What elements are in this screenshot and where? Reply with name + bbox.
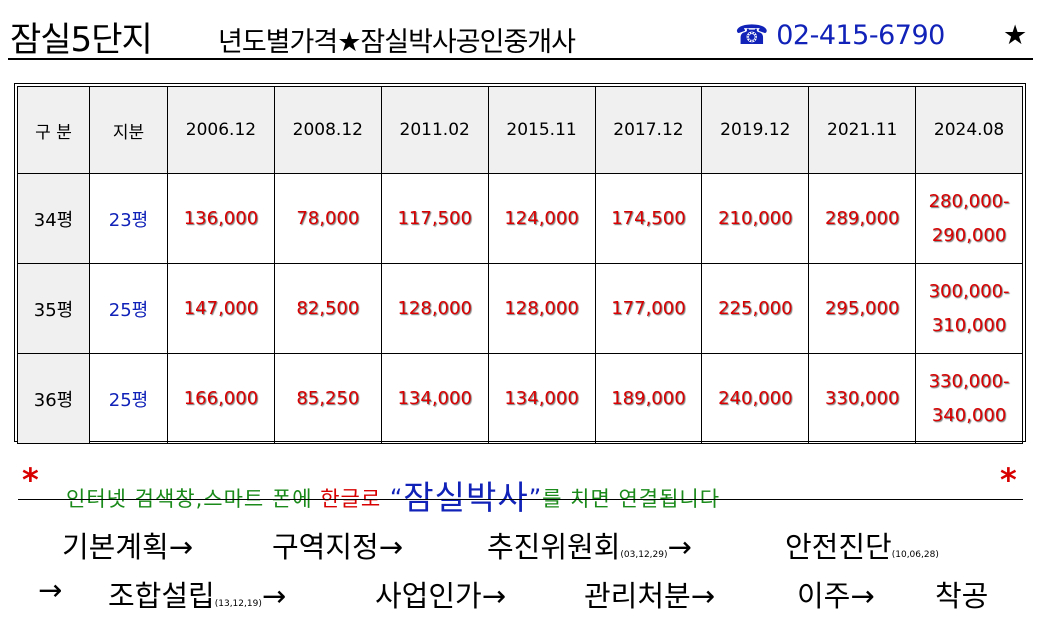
price-cell: 78,000 [273, 173, 382, 264]
table-header-row: 구 분 지분 2006.12 2008.12 2011.02 2015.11 2… [17, 86, 1023, 174]
price-range-high: 340,000 [931, 404, 1007, 426]
price-range-low: 280,000- [928, 190, 1010, 212]
step: 기본계획→ [62, 530, 194, 564]
step: 조합설립(13,12,19)→ [108, 573, 286, 615]
asterisk-icon: * [1000, 461, 1017, 499]
price-cell: 117,500 [380, 173, 489, 264]
date-header: 2011.02 [380, 86, 489, 174]
step-label: 조합설립 [108, 579, 215, 613]
share-header: 지분 [89, 86, 168, 174]
header-divider [8, 58, 1033, 60]
share-cell: 25평 [89, 263, 168, 354]
price-cell: 295,000 [808, 263, 917, 354]
price-range-low: 330,000- [928, 370, 1010, 392]
share-cell: 25평 [89, 353, 168, 444]
step: 착공 [935, 579, 989, 613]
step: 이주→ [797, 579, 875, 613]
latest-price-cell: 300,000- 310,000 [915, 263, 1023, 354]
asterisk-icon: * [22, 461, 39, 499]
notice-divider [18, 499, 1023, 500]
price-range-high: 310,000 [931, 314, 1007, 336]
page-header: 잠실5단지 년도별가격★잠실박사공인중개사 ☎ 02-415-6790 ★ [8, 8, 1033, 60]
price-cell: 128,000 [487, 263, 596, 354]
price-cell: 289,000 [808, 173, 917, 264]
step: 안전진단(10,06,28) [785, 524, 939, 566]
close-quote: ” [528, 484, 543, 512]
table-row: 34평 23평 136,000 78,000 117,500 124,000 1… [17, 173, 1023, 264]
step-date: (10,06,28) [891, 550, 939, 560]
size-cell: 35평 [17, 263, 90, 354]
price-cell: 124,000 [487, 173, 596, 264]
price-cell: 225,000 [701, 263, 810, 354]
price-table-frame: 구 분 지분 2006.12 2008.12 2011.02 2015.11 2… [14, 83, 1026, 444]
step-date: (03,12,29) [620, 550, 668, 560]
step-label: 안전진단 [785, 530, 892, 564]
price-cell: 134,000 [487, 353, 596, 444]
price-range-high: 290,000 [931, 224, 1007, 246]
price-cell: 147,000 [167, 263, 275, 354]
search-keyword[interactable]: 잠실박사 [403, 478, 529, 517]
price-table: 구 분 지분 2006.12 2008.12 2011.02 2015.11 2… [17, 86, 1023, 444]
date-header: 2017.12 [594, 86, 703, 174]
price-cell: 166,000 [167, 353, 275, 444]
price-cell: 82,500 [273, 263, 382, 354]
table-row: 35평 25평 147,000 82,500 128,000 128,000 1… [17, 263, 1023, 354]
size-cell: 34평 [17, 173, 90, 264]
price-cell: 174,500 [594, 173, 703, 264]
table-row: 36평 25평 166,000 85,250 134,000 134,000 1… [17, 353, 1023, 444]
page-title: 잠실5단지 [10, 20, 153, 60]
notice-text: 인터넷 검색창,스마트 폰에 한글로 “잠실박사”를 치면 연결됩니다 [66, 468, 720, 517]
step: 구역지정→ [272, 530, 404, 564]
latest-price-cell: 280,000- 290,000 [915, 173, 1023, 264]
price-cell: 189,000 [594, 353, 703, 444]
price-cell: 330,000 [808, 353, 917, 444]
step-arrow: → [667, 530, 692, 564]
search-notice: * 인터넷 검색창,스마트 폰에 한글로 “잠실박사”를 치면 연결됩니다 * [8, 453, 1033, 517]
step-arrow: → [261, 579, 287, 613]
date-header: 2006.12 [167, 86, 275, 174]
size-cell: 36평 [17, 353, 90, 444]
latest-price-cell: 330,000- 340,000 [915, 353, 1023, 444]
date-header: 2019.12 [701, 86, 810, 174]
price-cell: 136,000 [167, 173, 275, 264]
phone-number[interactable]: ☎ 02-415-6790 [735, 20, 945, 51]
share-cell: 23평 [89, 173, 168, 264]
price-cell: 134,000 [380, 353, 489, 444]
price-cell: 240,000 [701, 353, 810, 444]
price-cell: 177,000 [594, 263, 703, 354]
star-icon: ★ [1003, 20, 1028, 51]
step-label: 추진위원회 [487, 530, 621, 564]
price-cell: 210,000 [701, 173, 810, 264]
date-header: 2021.11 [808, 86, 917, 174]
price-cell: 85,250 [273, 353, 382, 444]
price-cell: 128,000 [380, 263, 489, 354]
date-header: 2024.08 [915, 86, 1023, 174]
open-quote: “ [381, 484, 404, 512]
step-date: (13,12,19) [214, 599, 262, 609]
step: → [38, 573, 63, 607]
date-header: 2015.11 [487, 86, 596, 174]
price-range-low: 300,000- [928, 280, 1010, 302]
step: 관리처분→ [584, 579, 716, 613]
date-header: 2008.12 [273, 86, 382, 174]
step: 사업인가→ [375, 579, 507, 613]
corner-header: 구 분 [17, 86, 90, 174]
step: 추진위원회(03,12,29)→ [487, 524, 692, 566]
page-subtitle: 년도별가격★잠실박사공인중개사 [218, 27, 576, 58]
